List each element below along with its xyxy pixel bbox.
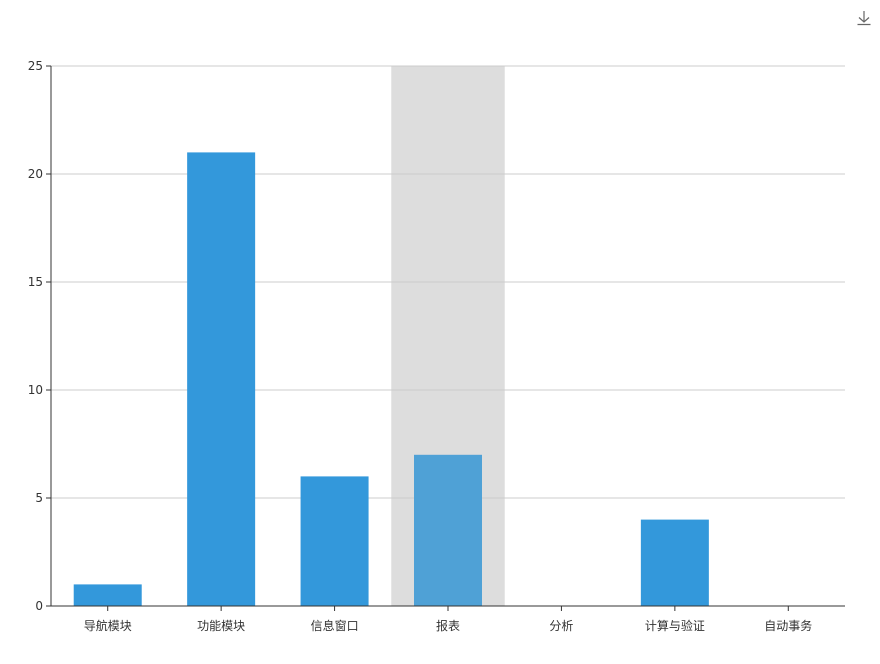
y-tick-label: 0 [35,599,43,613]
bar[interactable] [300,476,369,606]
axes [46,65,845,611]
gridlines [51,65,845,499]
y-tick-label: 25 [28,59,43,73]
bars [73,152,709,606]
tick-labels: 0 5 10 15 20 25 导航模块 功能模块 信息窗口 报表 分析 计算与验证 自动事务 [28,59,813,633]
x-tick-label: 功能模块 [197,619,245,633]
download-button[interactable] [854,8,874,28]
x-tick-label: 报表 [436,618,460,633]
bar[interactable] [414,454,482,606]
bar[interactable] [73,584,142,606]
x-tick-label: 计算与验证 [645,618,705,633]
x-tick-label: 导航模块 [84,618,132,633]
y-tick-label: 15 [28,275,43,289]
x-tick-label: 自动事务 [764,618,812,633]
bar[interactable] [187,152,256,606]
bar[interactable] [640,519,709,606]
download-icon [857,11,871,26]
x-tick-label: 信息窗口 [311,618,359,633]
y-tick-label: 10 [28,383,43,397]
y-tick-label: 20 [28,167,43,181]
y-tick-label: 5 [35,491,43,505]
x-tick-label: 分析 [549,619,573,633]
